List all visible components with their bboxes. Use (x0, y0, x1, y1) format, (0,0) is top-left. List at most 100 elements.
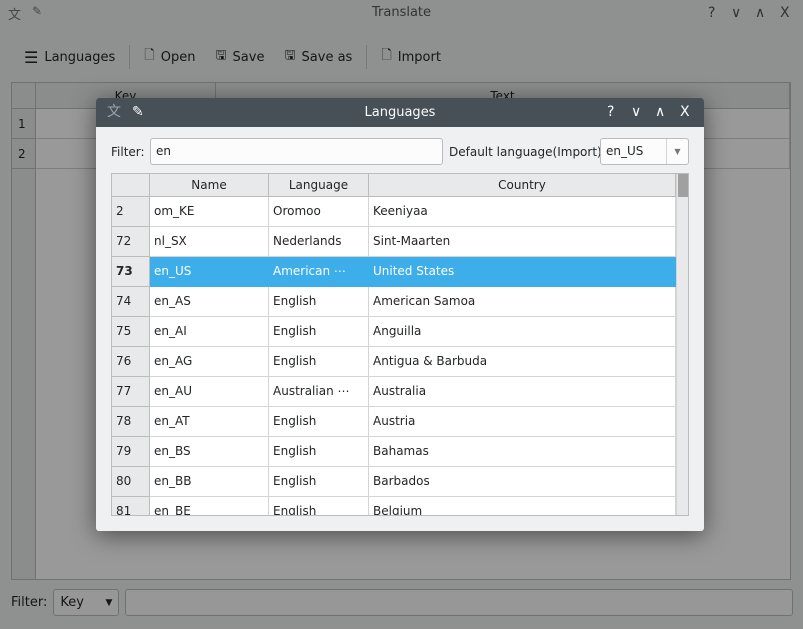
cell-name[interactable]: en_AS (150, 287, 269, 317)
cell-country[interactable]: Keeniyaa (369, 197, 676, 227)
cell-country[interactable]: Anguilla (369, 317, 676, 347)
cell-language[interactable]: American ⋯ (269, 257, 369, 287)
row-header[interactable]: 73 (112, 257, 150, 287)
help-button[interactable]: ? (607, 104, 615, 120)
cell-country[interactable]: Australia (369, 377, 676, 407)
cell-country[interactable]: Belgium (369, 497, 676, 515)
header-country[interactable]: Country (369, 174, 676, 197)
cell-language[interactable]: English (269, 287, 369, 317)
cell-name[interactable]: en_AI (150, 317, 269, 347)
row-header[interactable]: 75 (112, 317, 150, 347)
table-row[interactable]: 79 en_BS English Bahamas (112, 437, 676, 467)
bottom-filter-bar: Filter: Key ▼ (11, 589, 794, 616)
chevron-down-icon: ▼ (105, 597, 113, 608)
cell-language[interactable]: Oromoo (269, 197, 369, 227)
cell-country[interactable]: Austria (369, 407, 676, 437)
cell-language[interactable]: English (269, 407, 369, 437)
cell-language[interactable]: English (269, 497, 369, 515)
row-header[interactable]: 2 (12, 139, 36, 169)
label: Save as (301, 49, 353, 65)
row-header[interactable]: 76 (112, 347, 150, 377)
cell-name[interactable]: nl_SX (150, 227, 269, 257)
cell-country[interactable]: Sint-Maarten (369, 227, 676, 257)
cell-country[interactable]: American Samoa (369, 287, 676, 317)
table-row[interactable]: 80 en_BB English Barbados (112, 467, 676, 497)
cell-name[interactable]: en_AG (150, 347, 269, 377)
cell-country[interactable]: Antigua & Barbuda (369, 347, 676, 377)
row-header[interactable]: 2 (112, 197, 150, 227)
cell-language[interactable]: English (269, 467, 369, 497)
row-header[interactable]: 77 (112, 377, 150, 407)
filter-input[interactable] (125, 589, 794, 616)
open-file-icon: 🗋 (144, 48, 155, 63)
row-header[interactable]: 1 (12, 109, 36, 139)
cell-name[interactable]: en_BS (150, 437, 269, 467)
pin-icon[interactable]: ✎ (132, 104, 144, 120)
separator (366, 45, 368, 69)
label: Languages (44, 49, 116, 65)
separator (129, 45, 131, 69)
save-button[interactable]: 🖫 Save (205, 44, 274, 70)
cell-language[interactable]: Nederlands (269, 227, 369, 257)
minimize-button[interactable]: ∨ (731, 5, 742, 21)
cell-name[interactable]: en_US (150, 257, 269, 287)
cell-language[interactable]: English (269, 317, 369, 347)
import-icon: 🗋 (381, 48, 392, 63)
help-button[interactable]: ? (708, 5, 716, 21)
table-row[interactable]: 78 en_AT English Austria (112, 407, 676, 437)
cell-language[interactable]: English (269, 347, 369, 377)
table-row[interactable]: 73 en_US American ⋯ United States (112, 257, 676, 287)
languages-table[interactable]: Name Language Country 2 om_KE Oromoo Keeniy… (111, 173, 689, 516)
translate-app-icon: 文 (107, 104, 121, 120)
row-header[interactable]: 72 (112, 227, 150, 257)
corner-header (112, 174, 150, 197)
dialog-title-bar: Languages (96, 98, 704, 127)
dialog-title: Languages (364, 105, 436, 120)
languages-dialog: Languages 文 ✎ ? ∨ ∧ X Filter: en Default… (96, 98, 704, 531)
close-button[interactable]: X (680, 104, 690, 120)
row-header[interactable]: 81 (112, 497, 150, 515)
minimize-button[interactable]: ∨ (631, 104, 642, 120)
table-row[interactable]: 74 en_AS English American Samoa (112, 287, 676, 317)
save-as-icon: 🖫 (284, 48, 296, 63)
pin-icon[interactable]: ✎ (32, 4, 43, 18)
cell-country[interactable]: Bahamas (369, 437, 676, 467)
default-language-label: Default language(Import): (449, 145, 606, 159)
open-button[interactable]: 🗋 Open (134, 44, 205, 70)
import-button[interactable]: 🗋 Import (371, 44, 451, 70)
maximize-button[interactable]: ∧ (655, 104, 666, 120)
table-row[interactable]: 2 om_KE Oromoo Keeniyaa (112, 197, 676, 227)
cell-country[interactable]: United States (369, 257, 676, 287)
table-row[interactable]: 76 en_AG English Antigua & Barbuda (112, 347, 676, 377)
table-row[interactable]: 72 nl_SX Nederlands Sint-Maarten (112, 227, 676, 257)
languages-button[interactable]: ☰ Languages (14, 44, 125, 70)
cell-language[interactable]: Australian ⋯ (269, 377, 369, 407)
close-button[interactable]: X (780, 5, 790, 21)
header-name[interactable]: Name (150, 174, 269, 197)
cell-country[interactable]: Barbados (369, 467, 676, 497)
cell-name[interactable]: en_BB (150, 467, 269, 497)
scrollbar-thumb[interactable] (678, 174, 688, 197)
default-language-select[interactable]: en_US ▼ (600, 138, 689, 165)
row-header[interactable]: 80 (112, 467, 150, 497)
maximize-button[interactable]: ∧ (755, 5, 766, 21)
filter-field-select[interactable]: Key ▼ (53, 589, 120, 616)
menu-icon: ☰ (24, 47, 39, 67)
row-header[interactable]: 78 (112, 407, 150, 437)
table-row[interactable]: 75 en_AI English Anguilla (112, 317, 676, 347)
vertical-scrollbar[interactable] (676, 174, 688, 515)
row-header[interactable]: 74 (112, 287, 150, 317)
filter-input[interactable]: en (150, 138, 443, 165)
table-row[interactable]: 77 en_AU Australian ⋯ Australia (112, 377, 676, 407)
label: Save (232, 49, 265, 65)
header-language[interactable]: Language (269, 174, 369, 197)
cell-name[interactable]: en_BE (150, 497, 269, 515)
cell-name[interactable]: en_AU (150, 377, 269, 407)
cell-name[interactable]: om_KE (150, 197, 269, 227)
save-as-button[interactable]: 🖫 Save as (274, 44, 362, 70)
table-row[interactable]: 81 en_BE English Belgium (112, 497, 676, 515)
cell-name[interactable]: en_AT (150, 407, 269, 437)
row-header[interactable]: 79 (112, 437, 150, 467)
cell-language[interactable]: English (269, 437, 369, 467)
filter-label: Filter: (11, 595, 48, 610)
